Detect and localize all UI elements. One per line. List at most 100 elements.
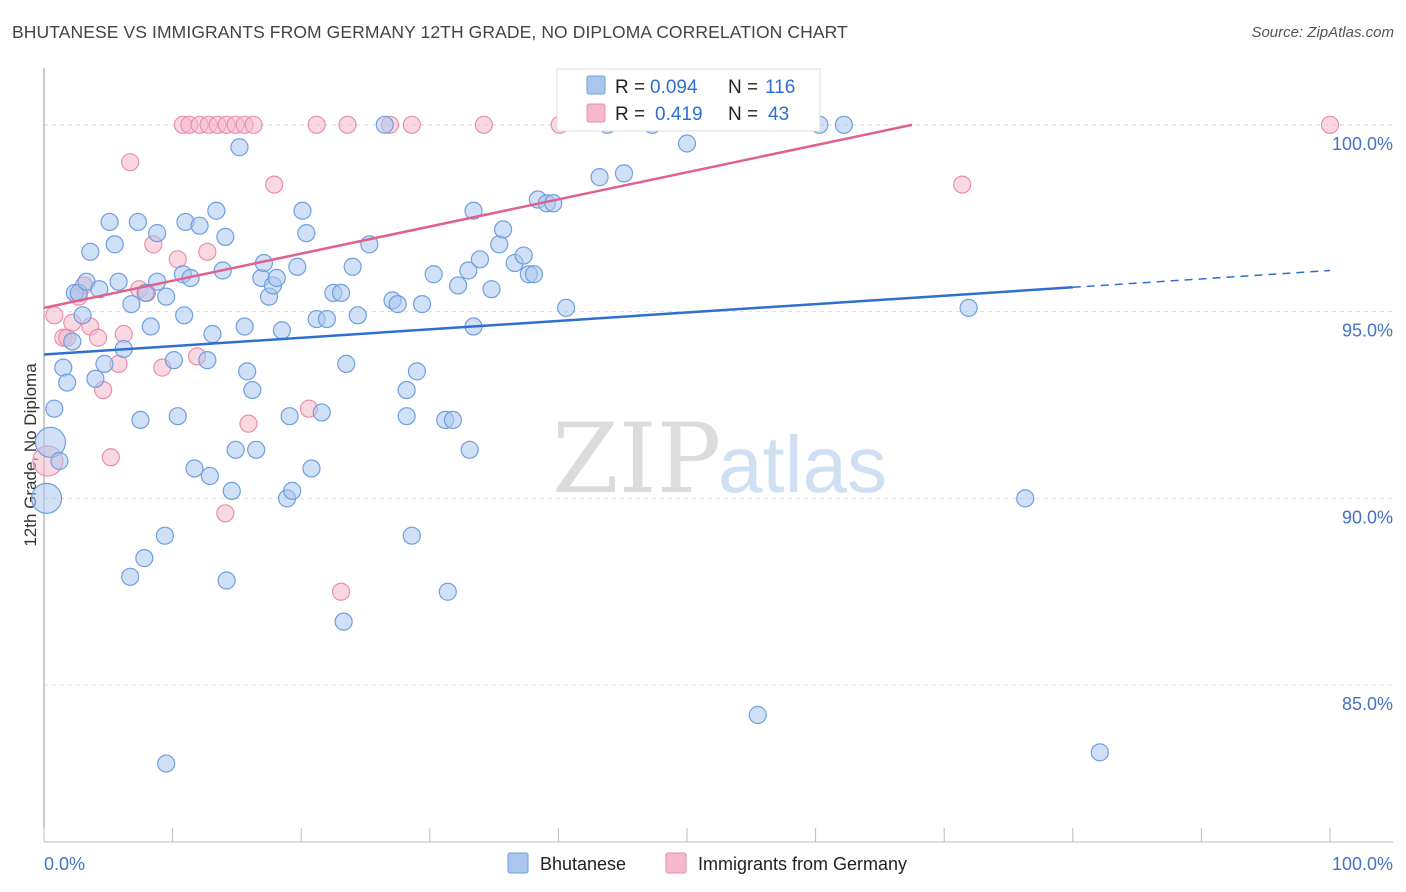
bhutanese-point: [217, 571, 236, 590]
bhutanese-point: [460, 440, 479, 459]
bhutanese-point: [443, 410, 463, 430]
immigrants-from-germany-point: [474, 115, 493, 134]
bhutanese-point: [185, 459, 204, 478]
x-tick-label-min: 0.0%: [44, 854, 85, 874]
bhutanese-point: [302, 459, 321, 478]
y-tick-label: 85.0%: [1342, 694, 1393, 714]
bhutanese-point: [297, 224, 316, 243]
legend-germany-swatch: [665, 852, 687, 874]
bhutanese-point: [267, 268, 286, 288]
bhutanese-point: [494, 220, 513, 239]
bhutanese-point: [407, 362, 427, 381]
bhutanese-point: [280, 407, 299, 426]
bhutanese-point: [834, 115, 853, 134]
bhutanese-point: [131, 410, 150, 430]
bhutanese-point: [100, 212, 119, 232]
bhutanese-point: [122, 295, 141, 314]
bhutanese-point: [222, 481, 241, 500]
bhutanese-point: [200, 466, 219, 486]
immigrants-from-germany-point: [88, 328, 108, 347]
bhutanese-point: [402, 526, 421, 545]
bhutanese-point: [190, 216, 209, 235]
series-legend: Bhutanese Immigrants from Germany: [507, 852, 907, 874]
watermark-zip: ZIP: [552, 403, 721, 515]
immigrants-from-germany-point: [953, 175, 972, 194]
x-axis-ticks: [43, 828, 1331, 842]
bhutanese-point: [343, 257, 362, 276]
bhutanese-point: [544, 194, 563, 213]
bhutanese-point: [30, 482, 63, 514]
bhutanese-point: [312, 403, 331, 422]
immigrants-from-germany-point: [121, 153, 140, 172]
bhutanese-point: [557, 298, 576, 317]
chart-title: BHUTANESE VS IMMIGRANTS FROM GERMANY 12T…: [12, 22, 848, 42]
bhutanese-point: [45, 399, 64, 418]
bhutanese-point: [50, 451, 69, 471]
bhutanese-point: [247, 440, 266, 459]
immigrants-from-germany-point: [244, 115, 263, 134]
bhutanese-point: [135, 549, 154, 568]
bhutanese-point: [86, 369, 105, 388]
stats-r-value-pink: 0.419: [655, 104, 703, 125]
series-bhutanese-points: [30, 115, 1109, 773]
bhutanese-point: [95, 354, 114, 373]
stats-n-label-pink: N =: [728, 104, 758, 125]
stats-legend: R = 0.094 N = 116 R = 0.419 N = 43: [556, 68, 821, 132]
immigrants-from-germany-point: [1320, 115, 1340, 134]
bhutanese-point: [464, 201, 483, 220]
bhutanese-point: [157, 287, 176, 306]
bhutanese-trend-line: [43, 286, 1073, 356]
bhutanese-point: [155, 526, 174, 545]
bhutanese-point: [54, 358, 73, 377]
bhutanese-point: [81, 242, 100, 261]
legend-bhutanese-swatch: [507, 852, 529, 874]
immigrants-from-germany-point: [265, 175, 284, 194]
bhutanese-point: [459, 261, 478, 280]
bhutanese-point: [175, 306, 194, 325]
bhutanese-point: [230, 138, 249, 157]
immigrants-from-germany-point: [198, 242, 217, 261]
immigrants-from-germany-point: [216, 504, 235, 523]
bhutanese-point: [198, 351, 217, 370]
bhutanese-point: [235, 317, 254, 336]
bhutanese-point: [334, 612, 353, 631]
bhutanese-point: [959, 298, 978, 317]
bhutanese-point: [157, 754, 176, 773]
bhutanese-point: [216, 227, 235, 246]
bhutanese-point: [109, 272, 128, 291]
x-tick-label-max: 100.0%: [1332, 854, 1393, 874]
immigrants-from-germany-point: [331, 582, 351, 601]
bhutanese-point: [34, 426, 67, 458]
bhutanese-point: [448, 276, 468, 295]
bhutanese-point: [73, 306, 92, 325]
bhutanese-point: [148, 224, 167, 243]
bhutanese-point: [397, 407, 416, 426]
bhutanese-point: [677, 134, 697, 153]
bhutanese-point: [293, 201, 312, 220]
bhutanese-point: [164, 351, 183, 370]
y-tick-labels: 85.0% 90.0% 95.0% 100.0%: [1332, 134, 1393, 714]
bhutanese-point: [63, 332, 82, 351]
bhutanese-point: [331, 283, 351, 303]
bhutanese-point: [203, 324, 222, 344]
bhutanese-point: [243, 380, 262, 400]
bhutanese-point: [337, 354, 356, 373]
immigrants-from-germany-point: [402, 115, 421, 134]
bhutanese-point: [58, 373, 77, 392]
bhutanese-point: [388, 295, 407, 314]
bhutanese-point: [1090, 743, 1109, 762]
bhutanese-point: [121, 567, 140, 586]
stats-legend-pink-swatch: [586, 103, 606, 123]
bhutanese-trend-line-extension: [1072, 269, 1331, 289]
immigrants-from-germany-point: [338, 115, 357, 134]
bhutanese-point: [317, 309, 337, 329]
stats-r-label-pink: R =: [615, 104, 645, 125]
bhutanese-point: [590, 168, 609, 187]
immigrants-from-germany-trend-line: [43, 123, 913, 310]
bhutanese-point: [105, 235, 124, 254]
immigrants-from-germany-point: [101, 448, 120, 467]
bhutanese-point: [238, 362, 257, 381]
bhutanese-point: [438, 582, 457, 601]
bhutanese-point: [348, 306, 367, 325]
